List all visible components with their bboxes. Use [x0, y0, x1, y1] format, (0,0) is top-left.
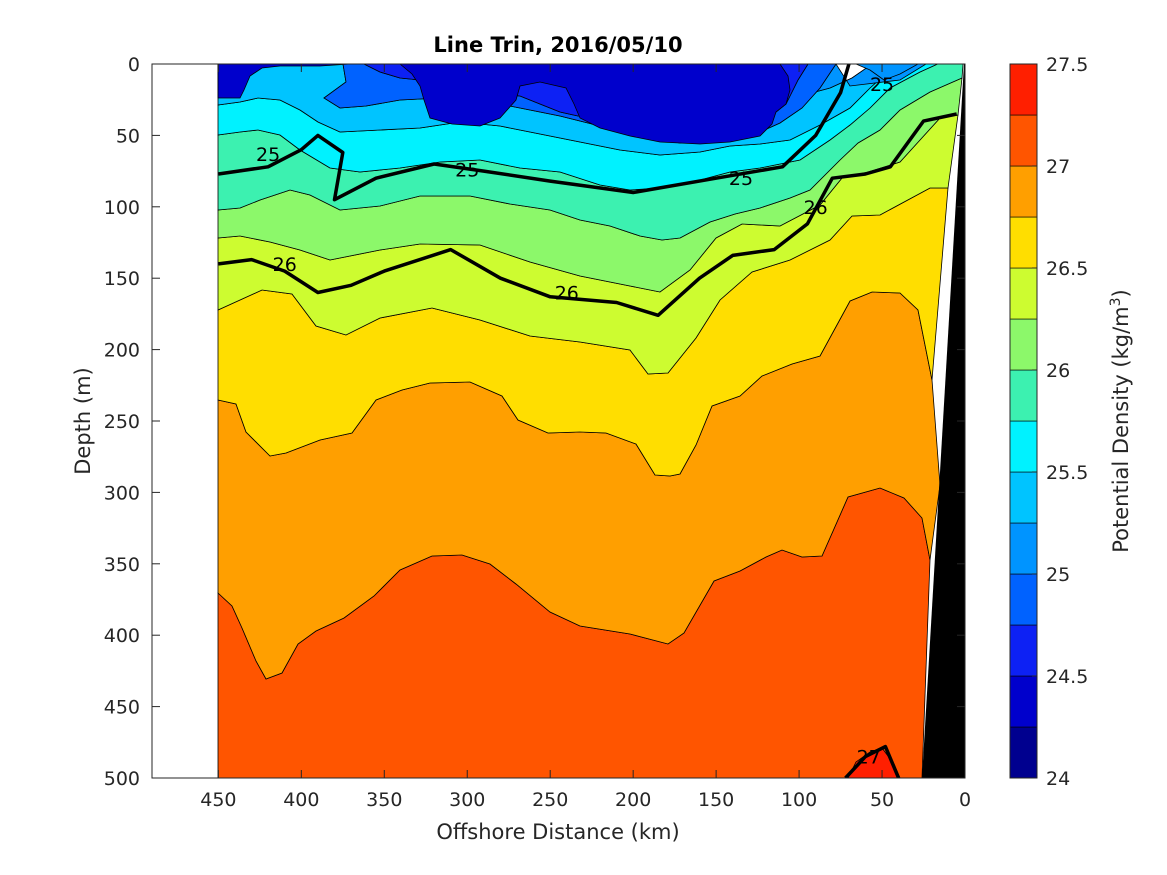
colorbar-tick-label: 26.5 [1046, 258, 1088, 280]
contour-label: 26 [273, 254, 297, 276]
colorbar-segment [1009, 114, 1038, 167]
y-tick-label: 100 [104, 197, 140, 219]
colorbar-segment [1009, 522, 1038, 575]
colorbar-segment [1009, 63, 1038, 116]
y-axis-label: Depth (m) [71, 367, 95, 474]
colorbar-segment [1009, 573, 1038, 626]
contour-label: 25 [455, 160, 479, 182]
contour-label: 27 [857, 747, 881, 769]
y-tick-label: 300 [104, 482, 140, 504]
contour-label: 26 [804, 197, 828, 219]
y-tick-label: 200 [104, 340, 140, 362]
colorbar-segment [1009, 165, 1038, 218]
x-tick-label: 0 [959, 789, 971, 811]
contour-label: 26 [555, 282, 579, 304]
colorbar-segment [1009, 267, 1038, 320]
colorbar-tick-label: 27 [1046, 156, 1070, 178]
colorbar-segment [1009, 624, 1038, 677]
contour-label: 25 [729, 168, 753, 190]
plot-area: 25 25 25 25 26 26 26 27 [152, 64, 965, 778]
colorbar-tick-label: 24.5 [1046, 666, 1088, 688]
y-tick-label: 450 [104, 697, 140, 719]
colorbar-tick-label: 24 [1046, 768, 1070, 790]
colorbar-frame [1009, 63, 1038, 779]
y-tick-label: 500 [104, 768, 140, 790]
colorbar-tick-label: 26 [1046, 360, 1070, 382]
y-axis-ticks: 0 50 100 150 200 250 300 350 400 450 500 [104, 54, 965, 790]
contour-label: 25 [256, 144, 280, 166]
colorbar-label: Potential Density (kg/m3) [1108, 289, 1133, 553]
colorbar-segment [1009, 318, 1038, 371]
y-tick-label: 0 [128, 54, 140, 76]
band-top-right-25 [855, 64, 919, 81]
colorbar-segment [1009, 420, 1038, 473]
x-tick-label: 350 [366, 789, 402, 811]
x-tick-label: 450 [200, 789, 236, 811]
colorbar-tick-label: 27.5 [1046, 54, 1088, 76]
x-tick-label: 300 [449, 789, 485, 811]
colorbar-tick-label: 25 [1046, 564, 1070, 586]
colorbar-segment [1009, 216, 1038, 269]
x-tick-label: 400 [283, 789, 319, 811]
labeled-contour-lines [218, 64, 958, 778]
band-24-to-24-25 [217, 64, 351, 99]
y-tick-label: 50 [116, 125, 140, 147]
x-tick-label: 150 [698, 789, 734, 811]
contour-label-group: 25 25 25 25 26 26 26 27 [256, 74, 894, 769]
colorbar-segment [1009, 675, 1038, 728]
y-tick-label: 150 [104, 268, 140, 290]
contour-label: 25 [870, 74, 894, 96]
colorbar-segment [1009, 369, 1038, 422]
colorbar: 24 24.5 25 25.5 26 26.5 27 27.5 [1009, 54, 1088, 790]
colorbar-segment [1009, 726, 1038, 779]
y-tick-label: 350 [104, 554, 140, 576]
chart-title: Line Trin, 2016/05/10 [433, 33, 682, 57]
x-tick-label: 50 [870, 789, 894, 811]
x-tick-label: 200 [615, 789, 651, 811]
density-bands [217, 64, 965, 778]
contour-line-27 [844, 744, 901, 778]
x-tick-label: 100 [781, 789, 817, 811]
colorbar-tick-label: 25.5 [1046, 462, 1088, 484]
x-axis-ticks: 450 400 350 300 250 200 150 100 50 0 [200, 64, 971, 811]
contour-line-26 [218, 112, 958, 318]
band-24-to-24-25-center [399, 64, 791, 145]
x-tick-label: 250 [532, 789, 568, 811]
y-tick-label: 250 [104, 411, 140, 433]
contour-line-25 [218, 64, 851, 202]
x-axis-label: Offshore Distance (km) [436, 820, 679, 844]
colorbar-segment [1009, 471, 1038, 524]
bottom-topography [922, 64, 965, 778]
y-tick-label: 400 [104, 625, 140, 647]
